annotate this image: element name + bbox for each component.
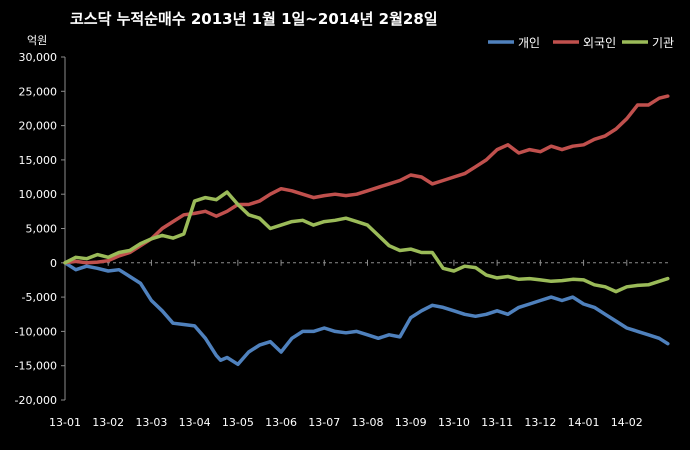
x-tick-label: 14-02 [611,416,643,429]
x-tick-label: 14-01 [568,416,600,429]
x-tick-label: 13-09 [395,416,427,429]
y-tick-label: 0 [50,257,57,270]
y-tick-label: -20,000 [15,394,57,407]
x-tick-label: 13-12 [524,416,556,429]
x-tick-label: 13-05 [222,416,254,429]
y-tick-label: 10,000 [19,188,58,201]
legend-label: 개인 [518,36,540,50]
legend-label: 기관 [652,36,674,50]
y-tick-label: 30,000 [19,51,58,64]
series-line-1 [63,261,670,367]
y-tick-label: 5,000 [26,223,58,236]
x-tick-label: 13-06 [265,416,297,429]
y-tick-label: 15,000 [19,154,58,167]
y-tick-label: -10,000 [15,325,57,338]
x-tick-label: 13-02 [92,416,124,429]
x-tick-label: 13-11 [481,416,513,429]
x-tick-label: 13-01 [49,416,81,429]
y-tick-label: 25,000 [19,85,58,98]
legend: 개인 외국인 기관 [488,36,674,50]
chart-title: 코스닥 누적순매수 2013년 1월 1일~2014년 2월28일 [70,10,438,28]
x-tick-label: 13-10 [438,416,470,429]
x-tick-label: 13-03 [135,416,167,429]
series-line-2 [63,94,670,265]
y-tick-label: -5,000 [22,291,57,304]
gridlines [65,259,670,266]
y-tick-label: 20,000 [19,120,58,133]
x-tick-label: 13-08 [352,416,384,429]
x-tick-label: 13-04 [179,416,211,429]
x-tick-label: 13-07 [308,416,340,429]
legend-label: 외국인 [583,36,616,50]
y-tick-label: -15,000 [15,360,57,373]
axes: 30,000 25,000 20,000 15,000 10,000 5,000 0 -5,0… [15,51,643,429]
series-line-3 [63,190,670,294]
series-lines [63,94,670,367]
y-axis-label: 억원 [27,34,47,47]
